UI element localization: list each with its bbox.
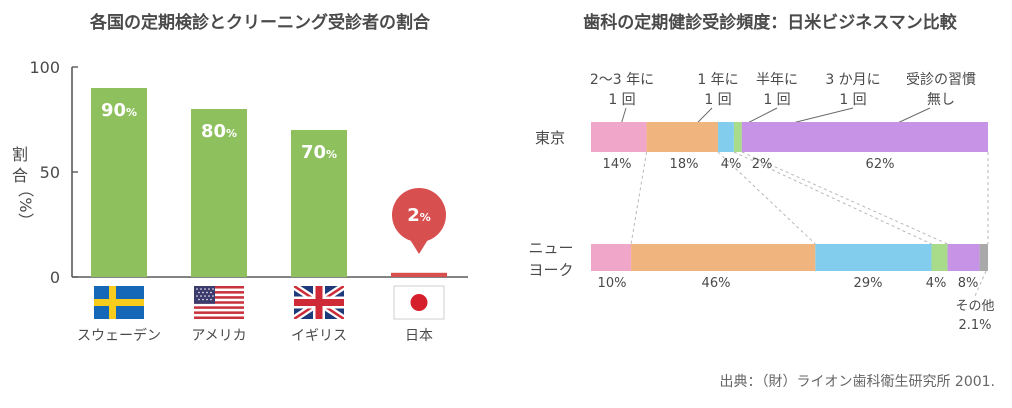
callout-pointer bbox=[409, 238, 429, 254]
segment-label: 1 回 bbox=[704, 92, 731, 108]
bar-value-label: 80% bbox=[201, 121, 237, 142]
percent-label: 2% bbox=[752, 157, 773, 172]
y-tick-label: 0 bbox=[50, 268, 60, 287]
y-axis-label-part2: 合 bbox=[12, 166, 28, 185]
guide-lines bbox=[630, 151, 989, 297]
bar bbox=[191, 109, 247, 277]
row-label: ニュー bbox=[528, 239, 573, 257]
bar-segment bbox=[591, 244, 632, 271]
percent-label: 4% bbox=[721, 157, 742, 172]
row-label: ヨーク bbox=[528, 261, 573, 279]
bar-segment bbox=[979, 244, 988, 271]
bar-value-label: 90% bbox=[101, 100, 137, 121]
right-chart-title: 歯科の定期健診受診頻度：日米ビジネスマン比較 bbox=[583, 12, 957, 33]
percent-label: 10% bbox=[598, 276, 627, 291]
bar-segment bbox=[646, 122, 719, 152]
segment-label: 半年に bbox=[756, 72, 798, 88]
row-label: 東京 bbox=[535, 129, 565, 147]
guide-line bbox=[741, 151, 948, 245]
bar-segment bbox=[947, 244, 980, 271]
bar bbox=[91, 88, 147, 277]
bar-segment bbox=[815, 244, 932, 271]
bar bbox=[291, 130, 347, 277]
bar-value-label: 2% bbox=[407, 205, 431, 226]
sweden-flag bbox=[94, 286, 144, 319]
percent-label: 46% bbox=[702, 276, 731, 291]
other-label-value: 2.1% bbox=[958, 318, 991, 333]
bar-segment bbox=[631, 244, 816, 271]
guide-line bbox=[630, 151, 648, 245]
segment-label: 1 回 bbox=[608, 92, 635, 108]
x-tick-label: 日本 bbox=[405, 328, 433, 344]
segment-label: 受診の習慣 bbox=[906, 71, 976, 88]
segment-label: 無し bbox=[927, 92, 955, 108]
x-tick-labels: スウェーデン アメリカ イギリス 日本 bbox=[77, 327, 433, 344]
japan-flag bbox=[393, 285, 445, 320]
segment-label: 1 年に bbox=[697, 72, 738, 88]
y-tick-label: 50 bbox=[40, 163, 60, 182]
y-tick-label: 100 bbox=[29, 58, 60, 77]
right-chart: 歯科の定期健診受診頻度：日米ビジネスマン比較 2～3 年に 1 回 1 年に 1 回 半… bbox=[528, 12, 994, 333]
source-note: 出典：（財）ライオン歯科衛生研究所 2001. bbox=[719, 374, 995, 390]
y-axis-label-part3: （%） bbox=[16, 181, 35, 228]
percent-label: 62% bbox=[866, 157, 895, 172]
other-label: その他 2.1% bbox=[955, 299, 994, 333]
percent-label: 29% bbox=[854, 276, 883, 291]
segment-label: 1 回 bbox=[839, 92, 866, 108]
y-axis-label: 割 合 （%） bbox=[12, 145, 35, 229]
uk-flag bbox=[294, 286, 344, 319]
percent-label: 14% bbox=[603, 157, 632, 172]
x-tick-label: アメリカ bbox=[191, 328, 246, 344]
guide-line bbox=[717, 151, 816, 245]
bar-segment bbox=[591, 122, 647, 152]
x-tick-label: スウェーデン bbox=[77, 327, 161, 344]
other-label-name: その他 bbox=[955, 299, 994, 314]
percent-labels: 14% 18% 4% 2% 62% 10% 46% 29% 4% 8% bbox=[598, 157, 979, 291]
bar-value-label: 70% bbox=[301, 142, 337, 163]
guide-line bbox=[733, 151, 932, 245]
left-chart-title: 各国の定期検診とクリーニング受診者の割合 bbox=[89, 12, 431, 33]
segment-label: 2～3 年に bbox=[590, 72, 654, 88]
percent-label: 8% bbox=[958, 276, 979, 291]
guide-line bbox=[974, 270, 987, 297]
bars: 90% 80% 70% 2% bbox=[91, 88, 447, 277]
y-axis-label-part1: 割 bbox=[12, 145, 28, 164]
bar-segment bbox=[741, 122, 988, 152]
segment-label: 1 回 bbox=[763, 92, 790, 108]
percent-label: 18% bbox=[670, 157, 699, 172]
y-ticks: 0 50 100 bbox=[29, 58, 78, 287]
bar-segment bbox=[733, 122, 742, 152]
x-tick-label: イギリス bbox=[291, 328, 347, 344]
left-chart: 各国の定期検診とクリーニング受診者の割合 0 50 100 割 合 （%） 90% 8… bbox=[12, 12, 468, 344]
stacked-bars bbox=[591, 122, 988, 271]
callout-bubble bbox=[392, 188, 446, 242]
bar-segment bbox=[931, 244, 948, 271]
usa-flag bbox=[194, 286, 244, 319]
bar-segment bbox=[718, 122, 734, 152]
percent-label: 4% bbox=[926, 276, 947, 291]
bar bbox=[391, 272, 447, 277]
segment-label: 3 か月に bbox=[825, 72, 880, 88]
